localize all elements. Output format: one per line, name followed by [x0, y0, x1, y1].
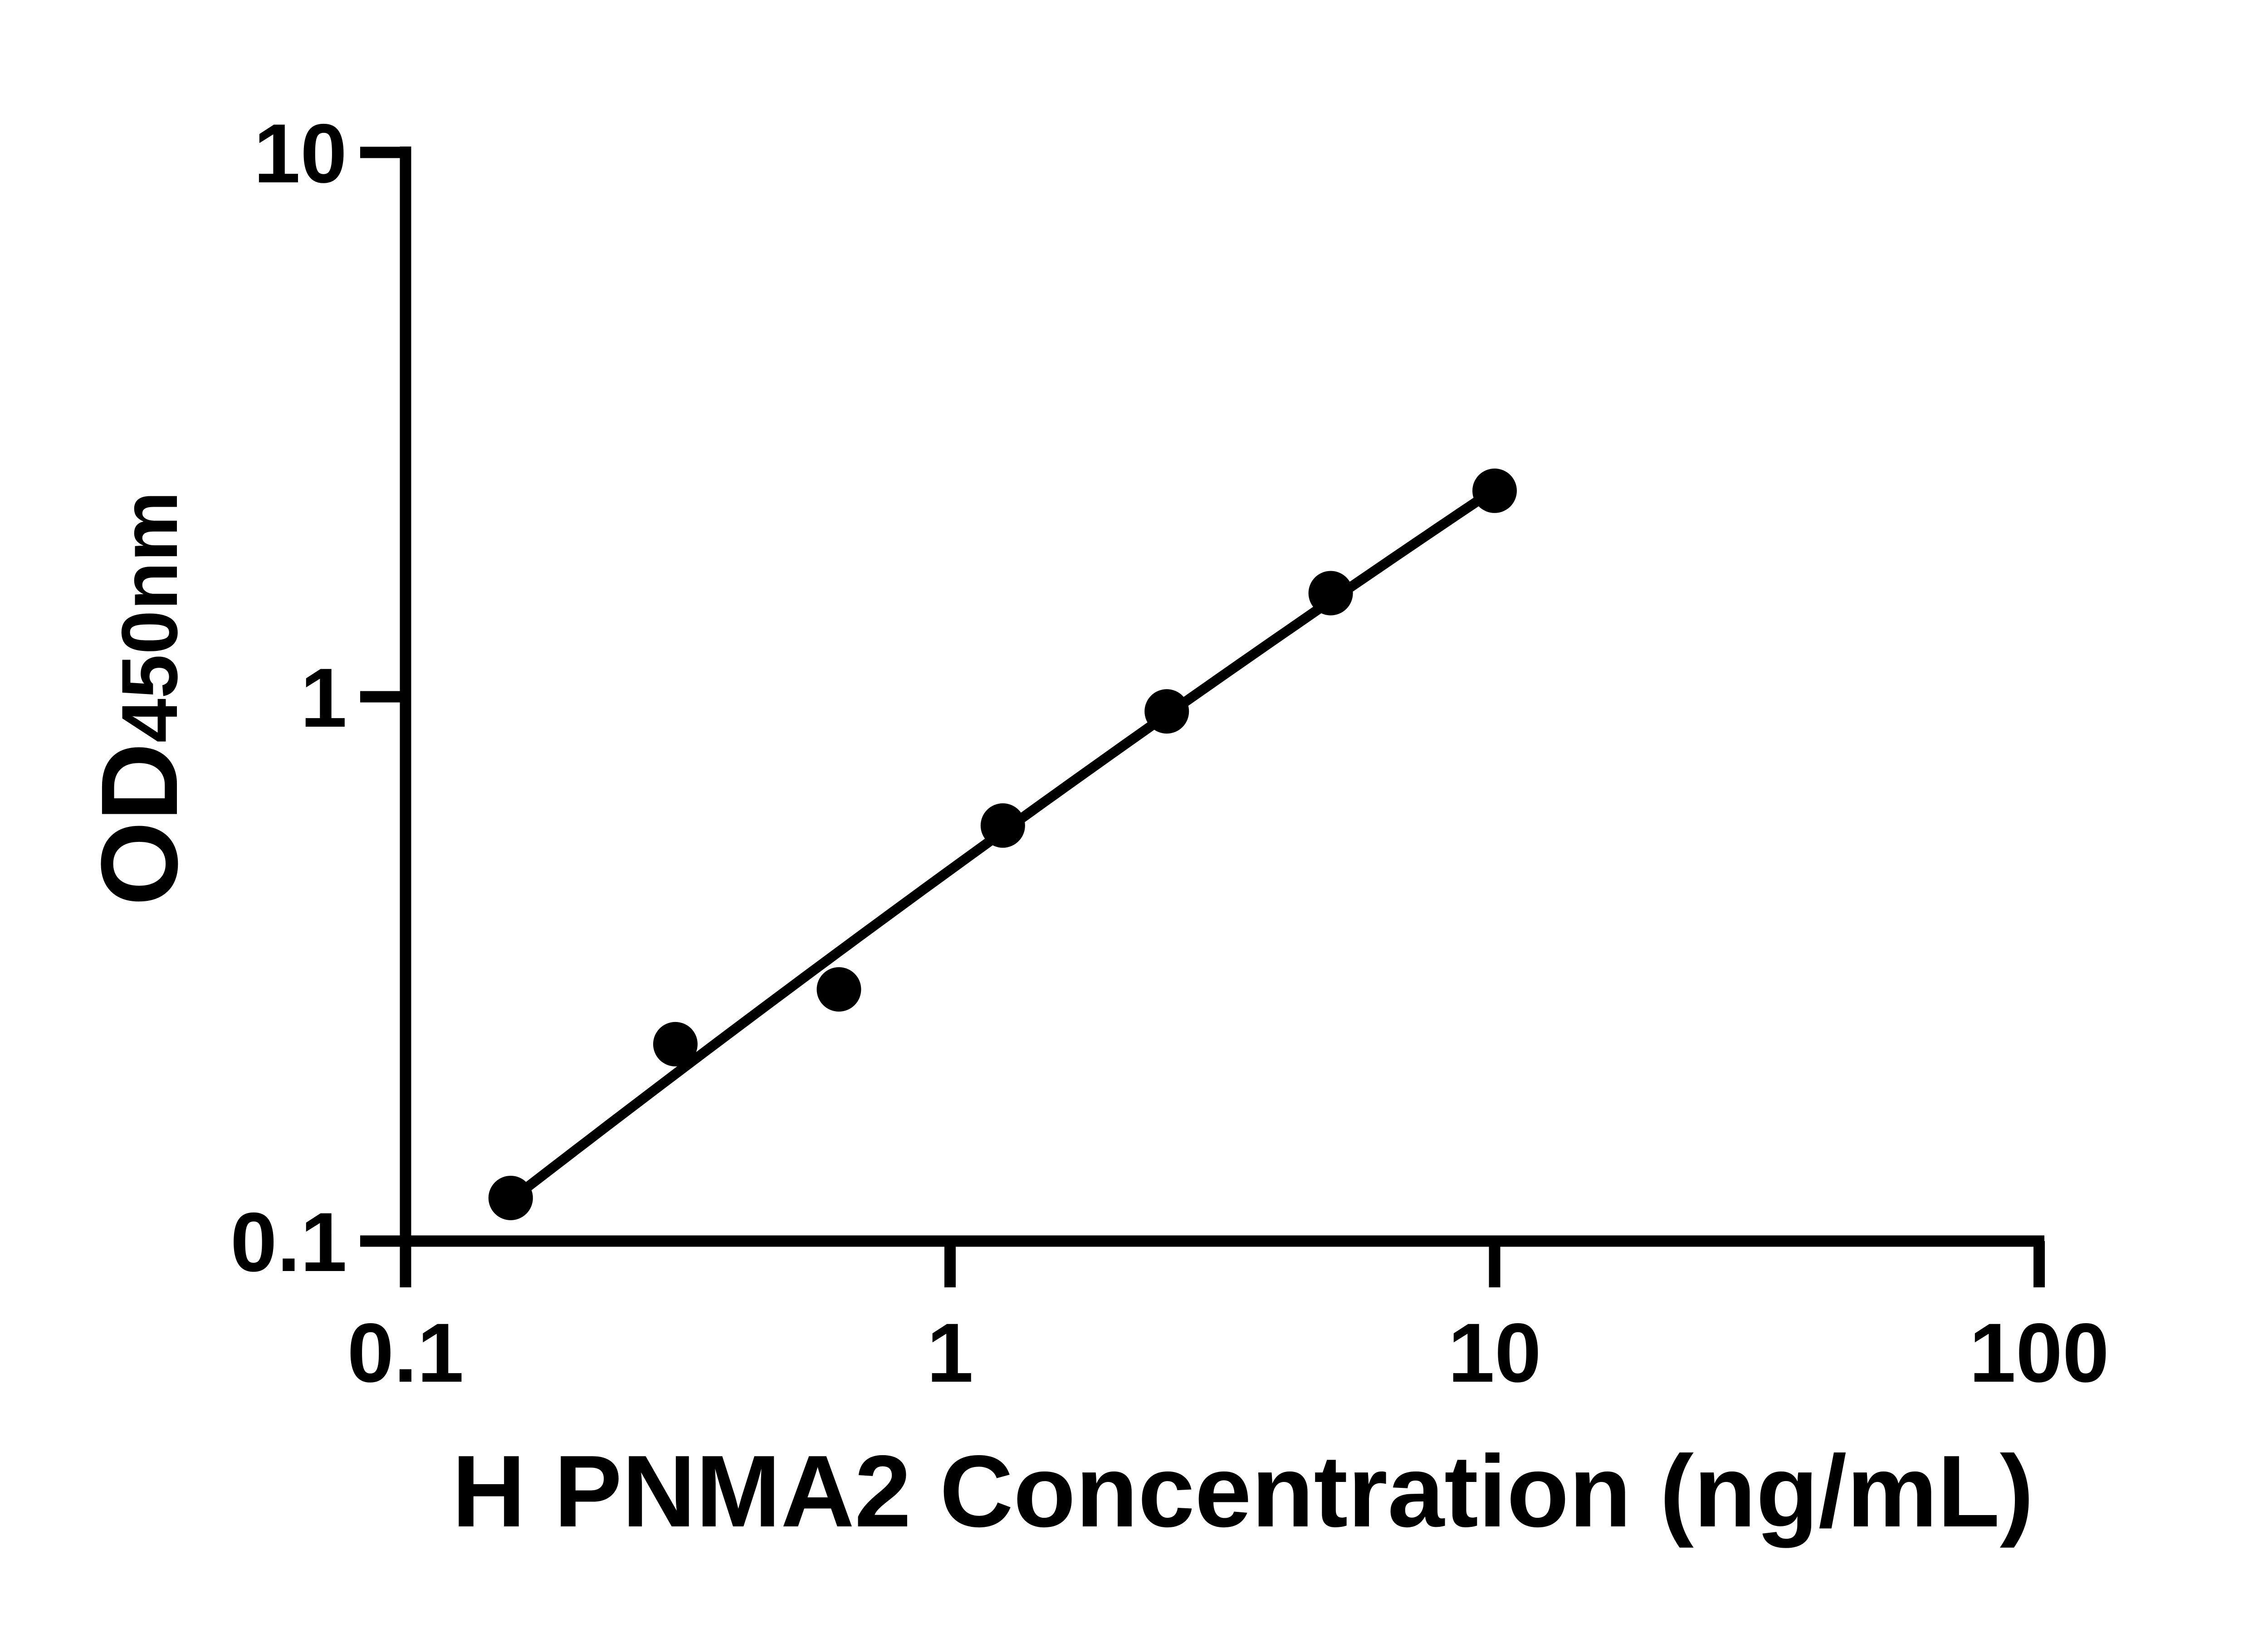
y-axis-title-subscript: 450nm — [106, 491, 194, 743]
y-axis-title: OD450nm — [78, 491, 200, 906]
data-point-marker — [488, 1175, 533, 1220]
data-point-marker — [816, 967, 861, 1012]
y-tick-mark — [360, 1235, 406, 1247]
x-tick-mark — [400, 1241, 411, 1287]
x-tick-mark — [2033, 1241, 2045, 1287]
data-point-marker — [980, 803, 1025, 848]
x-tick-mark — [944, 1241, 956, 1287]
y-tick-mark — [360, 147, 406, 158]
y-tick-mark — [360, 691, 406, 703]
x-tick-label: 100 — [1969, 1306, 2109, 1400]
x-tick-label: 0.1 — [347, 1306, 464, 1400]
x-tick-mark — [1489, 1241, 1501, 1287]
data-point-marker — [1472, 468, 1517, 513]
data-point-marker — [1144, 689, 1189, 734]
y-tick-label: 1 — [300, 651, 347, 745]
x-axis-title: H PNMA2 Concentration (ng/mL) — [452, 1434, 2033, 1548]
y-axis-title-main: OD — [78, 743, 200, 906]
y-tick-label: 10 — [254, 107, 347, 200]
data-point-marker — [1308, 571, 1353, 616]
data-point-marker — [653, 1022, 698, 1066]
y-tick-label: 0.1 — [230, 1196, 347, 1289]
x-tick-label: 1 — [927, 1306, 973, 1400]
x-axis-line — [400, 1235, 2044, 1247]
x-tick-label: 10 — [1448, 1306, 1541, 1400]
